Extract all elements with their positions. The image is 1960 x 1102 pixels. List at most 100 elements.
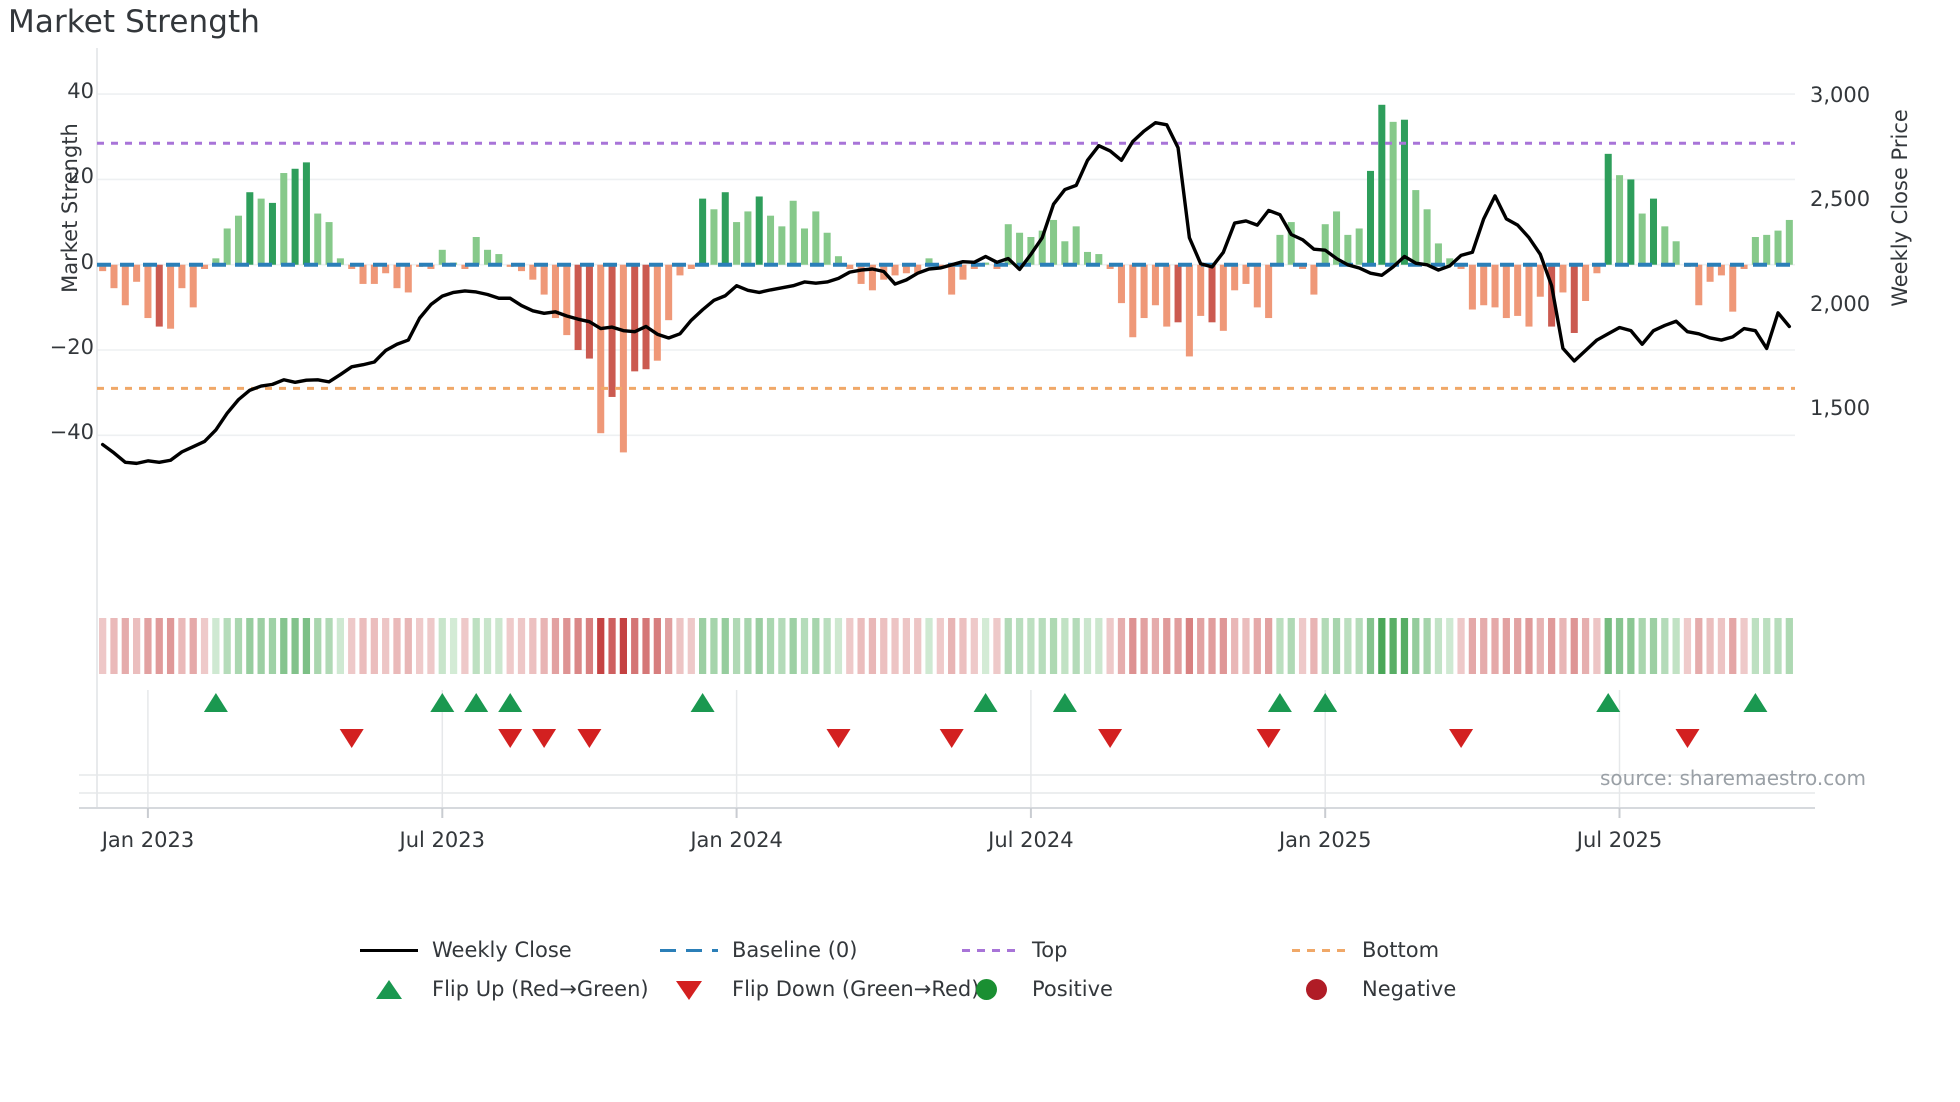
bar: [325, 222, 333, 265]
heatmap-cell: [325, 618, 333, 674]
triangle-down-icon: [660, 978, 718, 1000]
heatmap-cell: [257, 618, 265, 674]
heatmap-cell: [1163, 618, 1171, 674]
y-axis-left-tick: −40: [49, 420, 94, 445]
heatmap-cell: [1548, 618, 1556, 674]
heatmap-cell: [1072, 618, 1080, 674]
bar: [1321, 224, 1329, 265]
bar: [857, 264, 865, 284]
flip-down-marker: [1098, 729, 1123, 748]
heatmap-cell: [449, 618, 458, 674]
heatmap-cell: [744, 618, 752, 674]
bar: [1072, 226, 1080, 265]
bar: [1016, 232, 1024, 265]
x-axis-tick-label: Jan 2023: [101, 828, 195, 852]
bar: [721, 192, 729, 265]
heatmap-cell: [359, 618, 367, 674]
heatmap-cell: [1525, 618, 1533, 674]
heatmap-cell: [302, 618, 311, 674]
bar: [925, 258, 933, 265]
heatmap-cell: [1117, 618, 1126, 674]
heatmap-cell: [982, 618, 990, 674]
heatmap-cell: [597, 618, 605, 674]
flip-up-marker: [498, 693, 523, 712]
heatmap-cell: [212, 618, 220, 674]
heatmap-cell: [1661, 618, 1669, 674]
flip-up-marker: [690, 693, 715, 712]
bar: [1491, 264, 1499, 308]
bar: [778, 226, 786, 265]
legend-item-weekly-close[interactable]: Weekly Close: [360, 938, 660, 962]
flip-down-marker: [826, 729, 851, 748]
flip-up-markers: [203, 693, 1768, 712]
heatmap-cell: [291, 618, 299, 674]
bar: [1729, 264, 1737, 312]
heatmap-cell: [438, 618, 446, 674]
bar: [1106, 264, 1114, 269]
heatmap-cell: [427, 618, 435, 674]
heatmap-cell: [1276, 618, 1284, 674]
heatmap-cell: [970, 618, 978, 674]
bar: [291, 168, 299, 265]
heatmap-cell: [1310, 618, 1318, 674]
heatmap-cell: [483, 618, 492, 674]
bar: [1378, 104, 1386, 265]
circle-green-icon: [960, 978, 1018, 1000]
heatmap-cell: [1740, 618, 1748, 674]
bar: [121, 264, 129, 306]
bar: [189, 264, 197, 308]
heatmap-cell: [880, 618, 888, 674]
heatmap-cell: [653, 618, 661, 674]
heatmap-cell: [642, 618, 650, 674]
bar: [1457, 264, 1465, 269]
legend-item-top[interactable]: Top: [960, 938, 1290, 962]
bar: [1525, 264, 1533, 327]
page-title: Market Strength: [8, 4, 261, 40]
heatmap-cell: [1672, 618, 1680, 674]
heatmap-cell: [857, 618, 865, 674]
bar: [800, 228, 809, 265]
triangle-up-icon: [360, 978, 418, 1000]
bar: [744, 211, 752, 265]
bar: [348, 264, 356, 269]
heatmap-cell: [925, 618, 933, 674]
bar-series: [99, 104, 1793, 453]
bar: [902, 264, 910, 274]
heatmap-cell: [1027, 618, 1035, 674]
legend-item-bottom[interactable]: Bottom: [1290, 938, 1600, 962]
heatmap-cell: [766, 618, 775, 674]
y-axis-right-tick: 3,000: [1810, 82, 1871, 107]
bar: [427, 264, 435, 269]
legend-item-negative[interactable]: Negative: [1290, 977, 1600, 1001]
heatmap-cell: [280, 618, 288, 674]
heatmap-cell: [110, 618, 118, 674]
legend-item-label: Flip Down (Green→Red): [732, 976, 980, 1001]
heatmap-cell: [1015, 618, 1024, 674]
bar: [574, 264, 582, 351]
x-axis-tick-label: Jul 2023: [399, 828, 485, 852]
heatmap-cell: [1400, 618, 1409, 674]
heatmap-cell: [631, 618, 639, 674]
legend-item-flip-up-red-green[interactable]: Flip Up (Red→Green): [360, 977, 660, 1001]
heatmap-cell: [812, 618, 820, 674]
heatmap-cell: [699, 618, 707, 674]
flip-up-marker: [973, 693, 998, 712]
bar: [370, 264, 378, 284]
dotted-line-purple-icon: [960, 939, 1018, 961]
circle-red-icon: [1290, 978, 1348, 1000]
bar: [676, 264, 684, 276]
bar: [767, 215, 775, 265]
bar: [336, 258, 344, 265]
legend-item-flip-down-green-red[interactable]: Flip Down (Green→Red): [660, 977, 979, 1001]
bar: [1638, 213, 1646, 265]
legend-item-baseline-0[interactable]: Baseline (0): [660, 938, 960, 962]
bar: [1774, 230, 1782, 265]
flip-down-marker: [532, 729, 557, 748]
bar: [608, 264, 616, 397]
bar: [1299, 264, 1307, 269]
heatmap-cell: [721, 618, 729, 674]
heatmap-cell: [1332, 618, 1341, 674]
bar: [642, 264, 650, 370]
legend-item-positive[interactable]: Positive: [960, 977, 1290, 1001]
